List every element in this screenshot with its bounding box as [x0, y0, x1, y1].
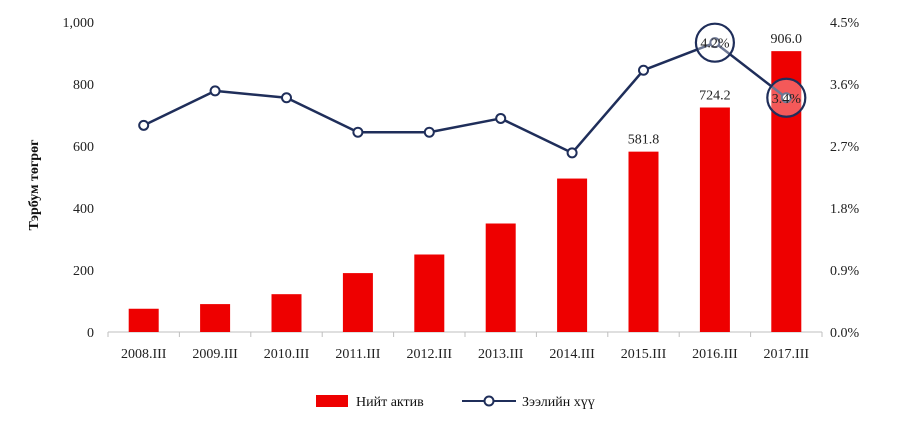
line-data-label: 4.2%	[700, 37, 730, 52]
line-point-marker	[281, 92, 292, 104]
x-tick-label: 2010.III	[264, 347, 310, 362]
y-left-tick-label: 1,000	[63, 16, 95, 31]
y-left-tick-label: 600	[73, 140, 94, 155]
line-zeelijn-khuu	[143, 41, 788, 155]
legend-label-line: Зээлийн хүү	[522, 395, 595, 410]
x-tick-label: 2012.III	[407, 347, 453, 362]
line-point-marker	[780, 92, 792, 104]
bar-nijt-aktiv	[271, 294, 302, 332]
bar-nijt-aktiv	[342, 273, 373, 332]
y-left-tick-label: 800	[73, 78, 94, 93]
line-data-label: 3.4%	[772, 92, 802, 107]
y-left-tick-label: 0	[87, 326, 94, 341]
legend-label-bar: Нийт актив	[356, 395, 424, 410]
line-point-marker	[495, 112, 507, 124]
axes-layer: 0 200 400 600 800 1,000 0.0% 0.9% 1.8% 2.7% 3.6% 4.…	[27, 16, 860, 362]
x-tick-label: 2015.III	[621, 347, 667, 362]
bar-nijt-aktiv	[699, 107, 730, 332]
bar-data-label: 724.2	[699, 88, 731, 103]
line-point-marker	[423, 126, 435, 138]
legend-swatch-marker	[483, 395, 495, 407]
bar-nijt-aktiv	[414, 254, 445, 332]
bar-nijt-aktiv	[485, 223, 516, 332]
x-tick-label: 2016.III	[692, 347, 738, 362]
highlight-circle	[766, 77, 807, 118]
line-point-marker	[209, 85, 221, 97]
line-point-marker	[638, 64, 649, 76]
y-right-tick-label: 2.7%	[830, 140, 860, 155]
x-tick-label: 2017.III	[764, 347, 810, 362]
bar-nijt-aktiv	[557, 178, 588, 332]
line-point-marker	[709, 37, 721, 49]
line-layer	[138, 37, 792, 159]
y-left-tick-label: 400	[73, 202, 94, 217]
y-left-tick-label: 200	[73, 264, 94, 279]
y-right-tick-label: 1.8%	[830, 202, 860, 217]
legend: Нийт актив Зээлийн хүү	[316, 395, 595, 410]
y-right-tick-label: 0.0%	[830, 326, 860, 341]
bar-nijt-aktiv	[628, 151, 659, 332]
bars-layer	[128, 51, 802, 332]
line-point-marker	[566, 147, 578, 159]
highlight-circle	[694, 22, 736, 63]
y-right-tick-label: 4.5%	[830, 16, 860, 31]
bar-data-label: 581.8	[628, 133, 660, 148]
bar-data-label: 906.0	[771, 32, 803, 47]
legend-swatch-bar	[316, 395, 348, 407]
x-tick-label: 2011.III	[335, 347, 380, 362]
labels-layer: 581.8 724.2 906.0 4.2% 3.4%	[628, 22, 807, 148]
y-right-tick-label: 3.6%	[830, 78, 860, 93]
line-point-marker	[352, 126, 364, 138]
y-axis-title: Тэрбум төгрөг	[27, 140, 42, 231]
bar-nijt-aktiv	[128, 308, 159, 332]
y-right-tick-label: 0.9%	[830, 264, 860, 279]
x-tick-label: 2013.III	[478, 347, 524, 362]
x-tick-label: 2009.III	[192, 347, 238, 362]
line-point-marker	[138, 119, 150, 131]
x-tick-label: 2008.III	[121, 347, 167, 362]
x-tick-label: 2014.III	[549, 347, 595, 362]
bar-nijt-aktiv	[200, 304, 231, 332]
